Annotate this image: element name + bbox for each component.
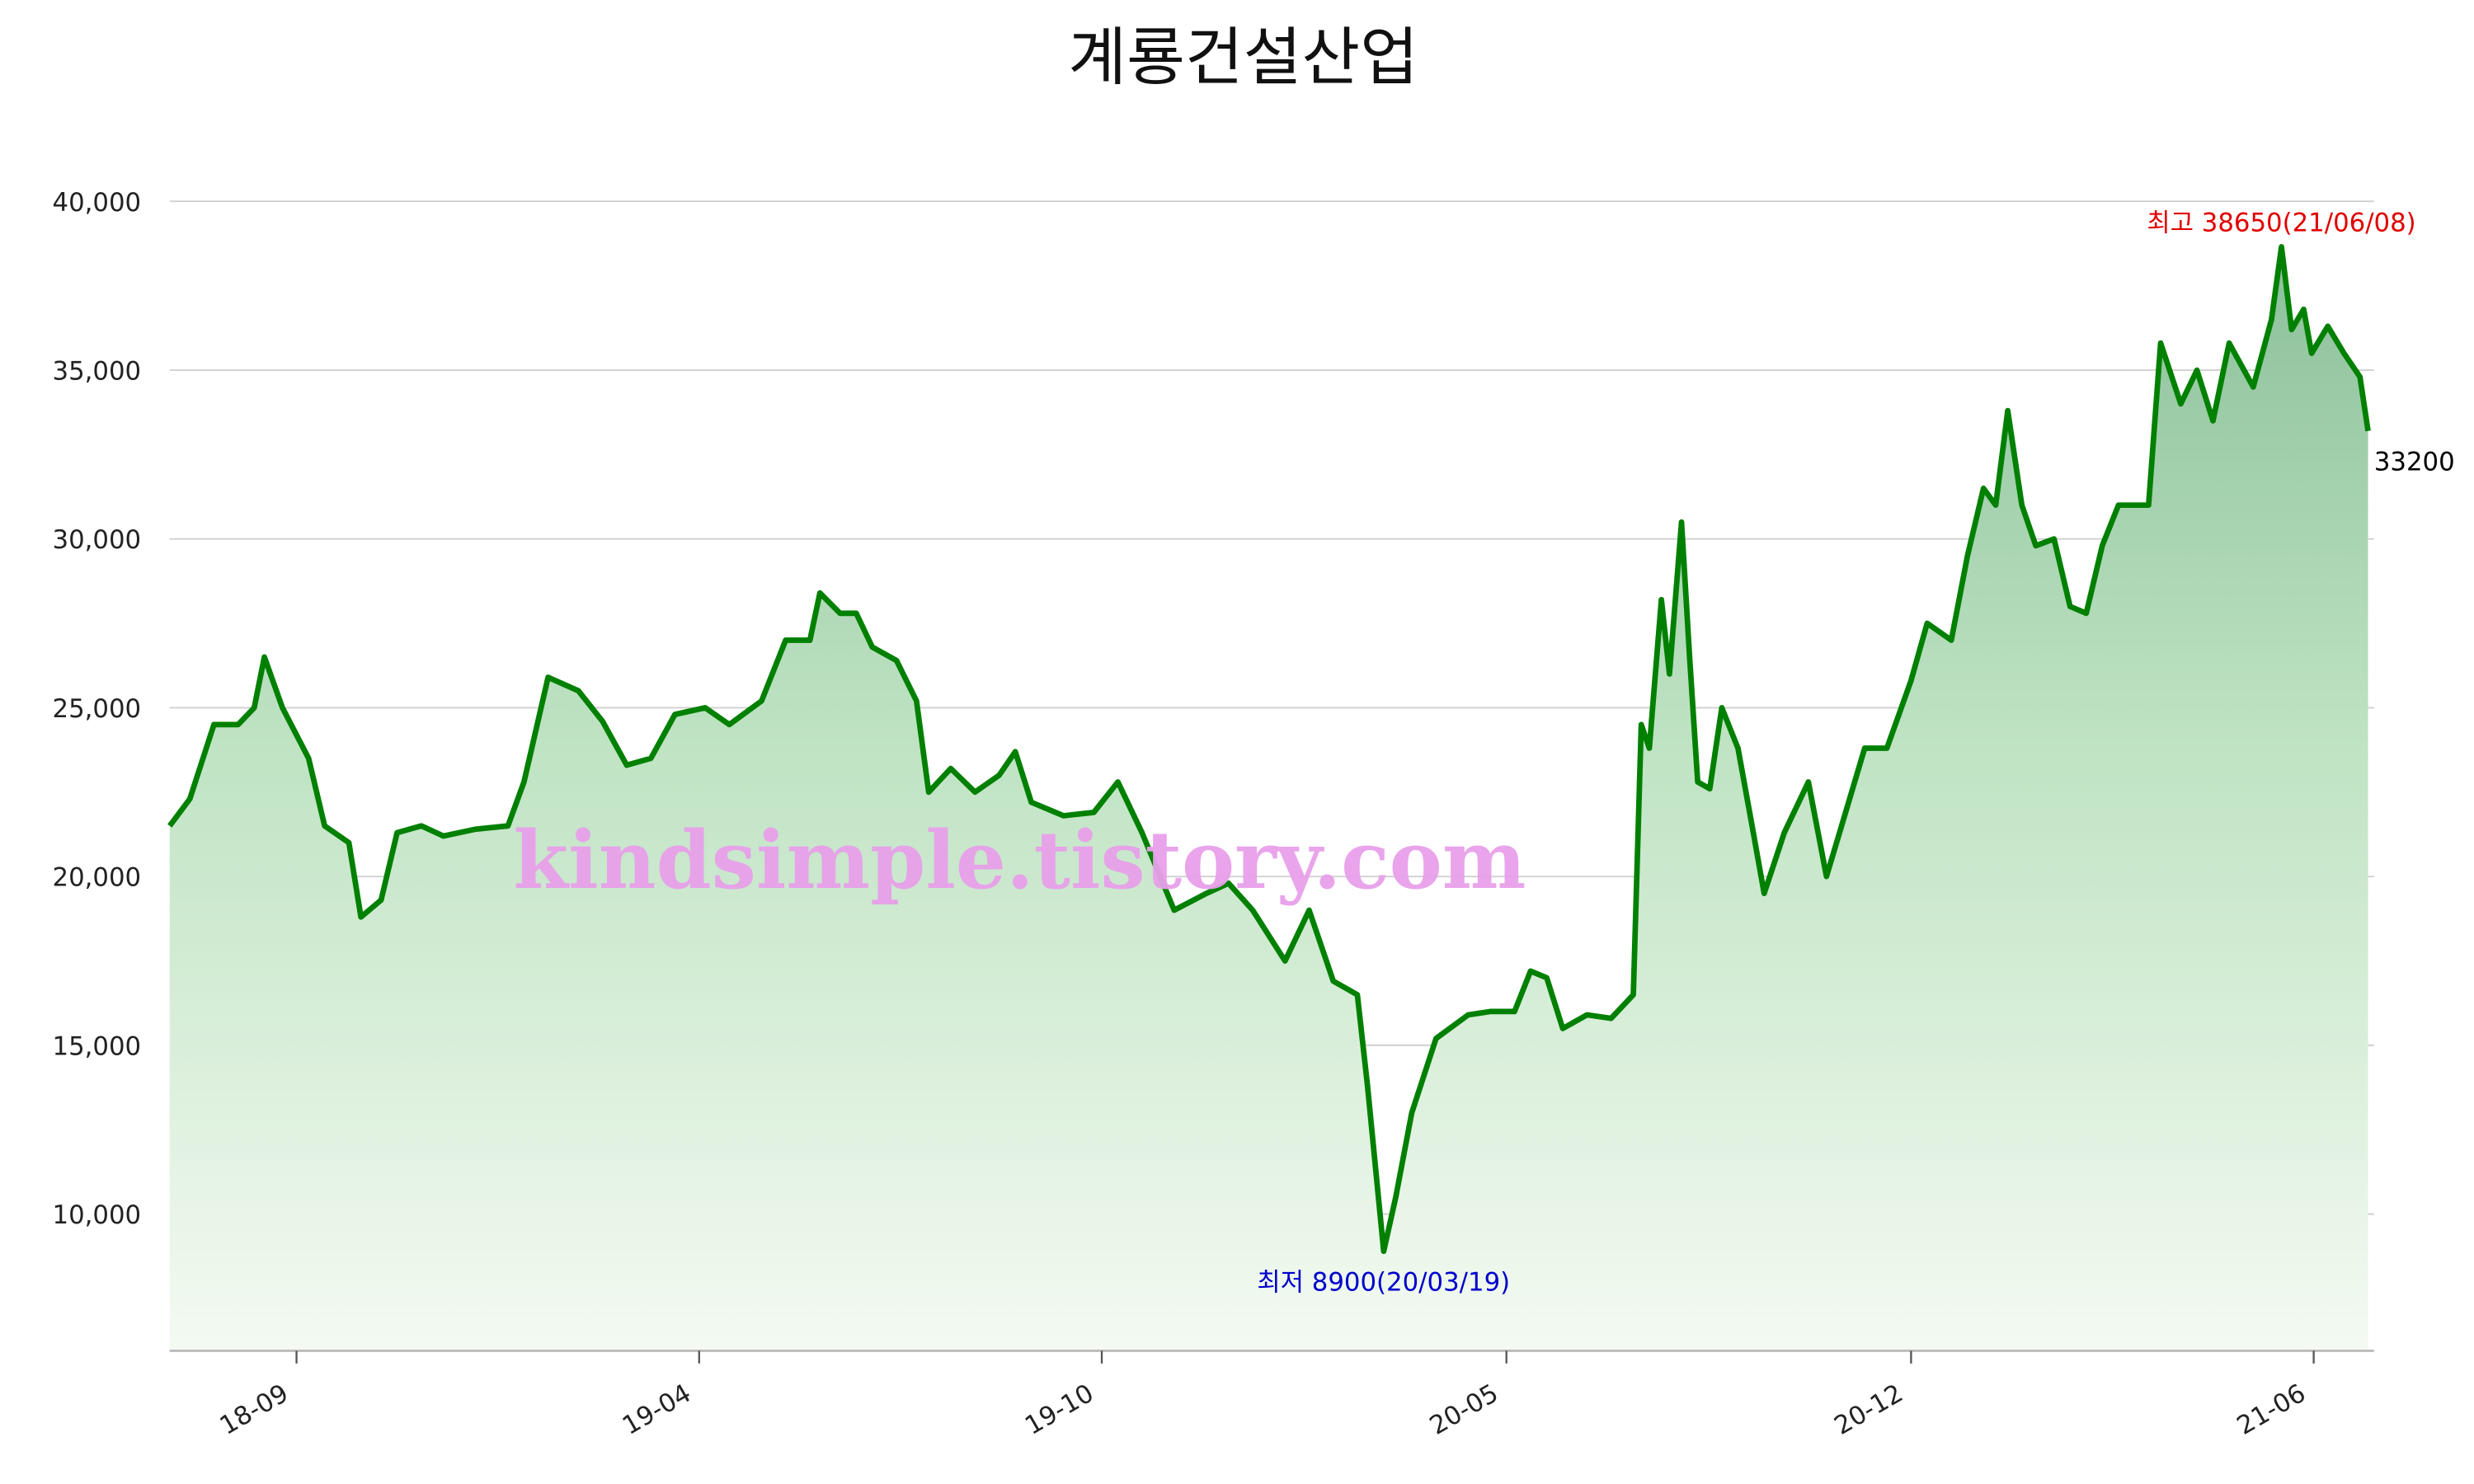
x-tick-label: 21-06	[2232, 1378, 2311, 1441]
area	[169, 247, 2368, 1351]
chart-title: 계룡건설산업	[1068, 21, 1418, 95]
x-tick-label: 19-04	[618, 1378, 696, 1441]
y-tick-label: 40,000	[53, 188, 142, 218]
y-tick-label: 10,000	[53, 1200, 142, 1230]
x-tick-label: 19-10	[1020, 1378, 1098, 1441]
y-tick-label: 25,000	[53, 694, 142, 724]
y-tick-label: 15,000	[53, 1031, 142, 1061]
y-tick-label: 30,000	[53, 525, 142, 555]
line	[167, 244, 2371, 1255]
annotation: 33200	[2374, 448, 2455, 477]
y-tick-label: 35,000	[53, 356, 142, 386]
x-tick-label: 20-05	[1425, 1378, 1503, 1441]
x-tick-label: 18-09	[214, 1378, 293, 1441]
y-tick-label: 20,000	[53, 863, 142, 893]
watermark: kindsimple.tistory.com	[514, 814, 1526, 907]
annotation: 최고 38650(21/06/08)	[2147, 208, 2415, 237]
x-tick-label: 20-12	[1829, 1378, 1907, 1441]
annotation: 최저 8900(20/03/19)	[1257, 1268, 1510, 1298]
